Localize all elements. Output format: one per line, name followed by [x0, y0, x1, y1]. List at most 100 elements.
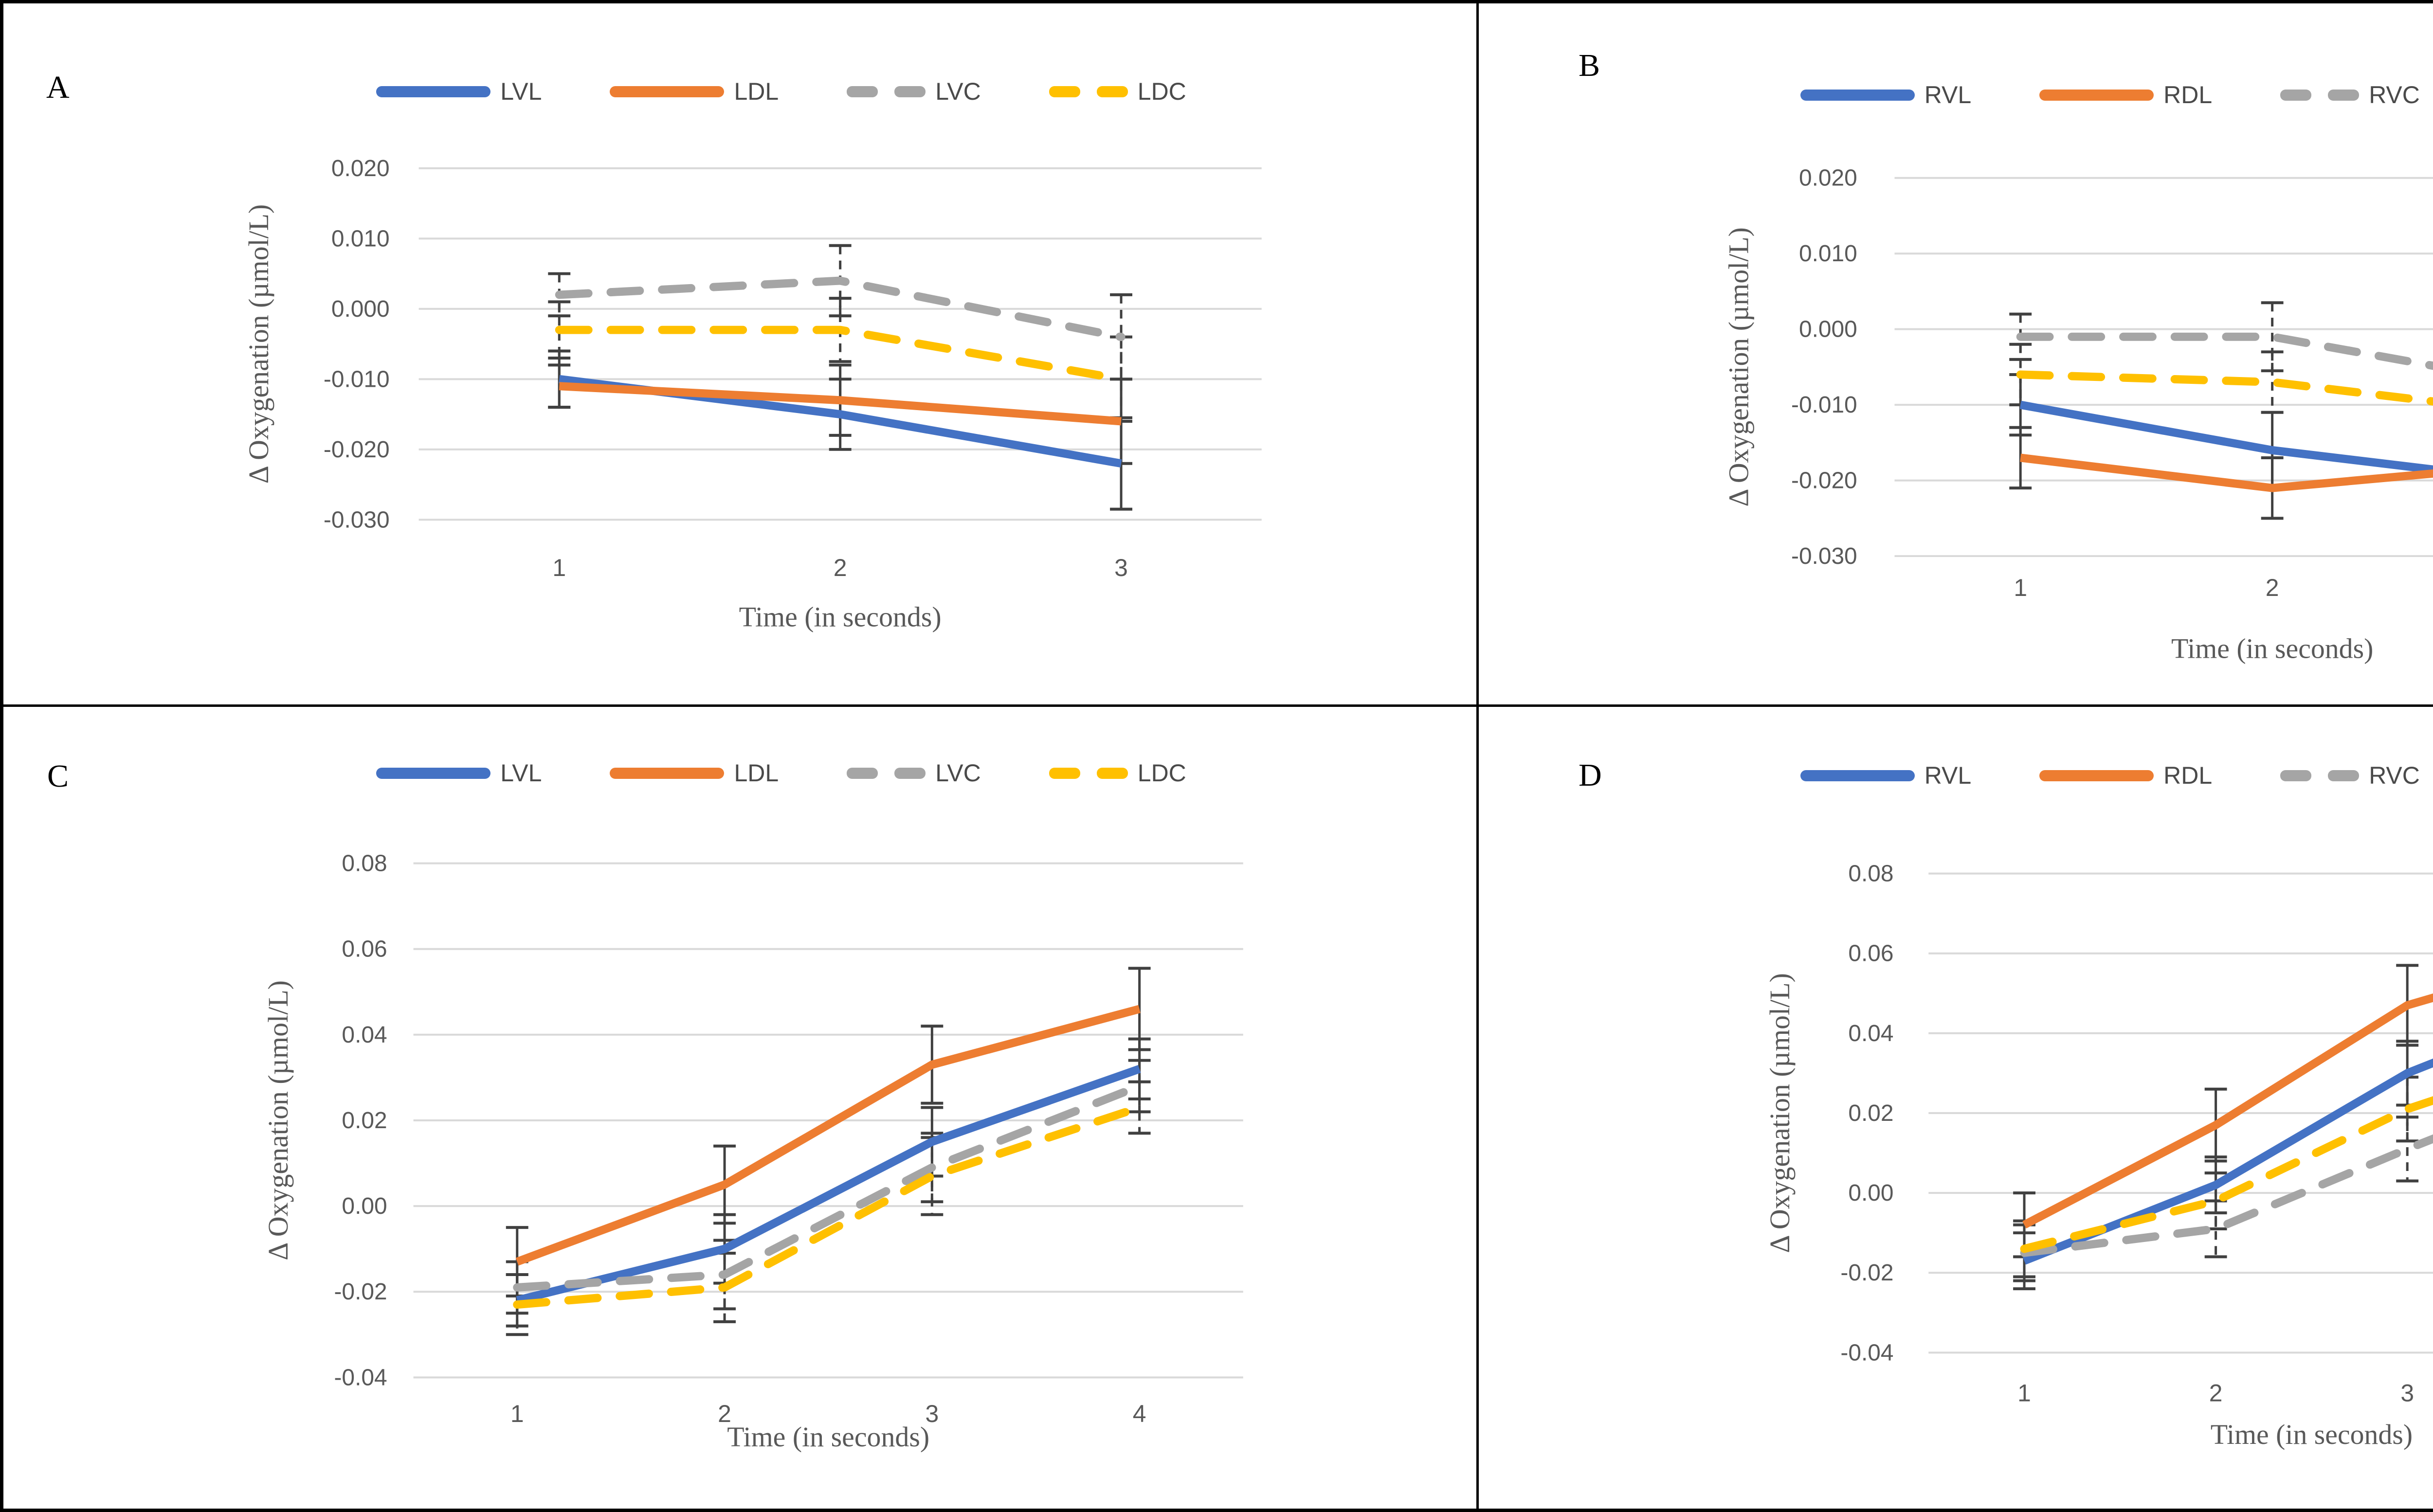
- legend-item-RVL: RVL: [1800, 81, 1971, 109]
- series-line-LVC: [555, 276, 1126, 342]
- legend-label: RDL: [2163, 81, 2213, 108]
- y-tick-label: 0.010: [331, 226, 390, 252]
- error-bars: [2013, 964, 2419, 1291]
- gridlines: [1928, 872, 2433, 1354]
- series-line-RDC: [2020, 1096, 2433, 1253]
- series-line-LVC: [513, 1082, 1144, 1292]
- series-line-LDC: [555, 325, 1126, 383]
- legend-label: RVL: [1924, 762, 1972, 789]
- panel-B: B RVLRDLRVCRDC0.0200.0100.000-0.010-0.02…: [1479, 3, 2433, 707]
- legend-item-RVC: RVC: [2280, 81, 2420, 109]
- legend-item-LDC: LDC: [1049, 77, 1186, 106]
- solid-line-swatch-icon: [376, 86, 491, 97]
- solid-line-swatch-icon: [2039, 89, 2154, 101]
- error-bars: [548, 244, 1133, 511]
- chart-svg-B: 0.0200.0100.000-0.010-0.020-0.030123Time…: [1723, 165, 2433, 664]
- panel-A: A LVL LDL LVC LDC 0.020 0.010 0.000 -0.010 -0.02…: [3, 3, 1479, 707]
- panel-letter-A: A: [46, 70, 70, 105]
- y-axis-tick-labels: 0.08 0.06 0.04 0.02 0.00 -0.02 -0.04: [1840, 861, 1893, 1366]
- legend-item-RVC: RVC: [2280, 761, 2420, 790]
- y-axis-title: Δ Oxygenation (µmol/L): [1764, 973, 1796, 1253]
- legend-item-RDL: RDL: [2039, 761, 2212, 790]
- dashed-line-swatch-icon: [847, 86, 926, 97]
- panel-letter-C: C: [47, 758, 69, 794]
- series-line-LDC: [513, 1103, 1144, 1309]
- legend-item-LDC: LDC: [1049, 759, 1186, 787]
- y-axis-title: Δ Oxygenation (µmol/L): [262, 980, 294, 1260]
- y-tick-label: 0.02: [342, 1108, 387, 1134]
- legend-label: RVC: [2369, 81, 2420, 108]
- solid-line-swatch-icon: [610, 767, 725, 779]
- solid-line-swatch-icon: [376, 767, 491, 779]
- x-tick-label: 1: [510, 1400, 524, 1427]
- x-axis-title: Time (in seconds): [739, 601, 942, 633]
- legend-label: RVC: [2369, 762, 2420, 789]
- x-tick-label: 3: [2400, 1379, 2414, 1406]
- x-axis-title: Time (in seconds): [2211, 1419, 2413, 1450]
- solid-line-swatch-icon: [1800, 89, 1915, 101]
- x-tick-label: 1: [2014, 574, 2027, 601]
- y-tick-label: 0.06: [1848, 941, 1893, 967]
- x-axis-tick-labels: 123: [2014, 574, 2279, 601]
- legend-item-LVL: LVL: [376, 759, 542, 787]
- panel-C: C LVL LDL LVC LDC 0.08 0.06 0.04 0.02 0.00 -0.02 -…: [3, 707, 1479, 1509]
- x-tick-label: 1: [2017, 1379, 2031, 1406]
- y-axis-tick-labels: 0.020 0.010 0.000 -0.010 -0.020 -0.030: [1791, 165, 1857, 569]
- x-tick-label: 2: [834, 554, 847, 581]
- y-tick-label: 0.04: [1848, 1021, 1893, 1046]
- y-axis-title: Δ Oxygenation (µmol/L): [1723, 227, 1754, 506]
- y-tick-label: 0.06: [342, 936, 387, 962]
- series-line-LDL: [515, 1005, 1141, 1266]
- y-tick-label: 0.000: [331, 296, 390, 322]
- y-axis-tick-labels: 0.08 0.06 0.04 0.02 0.00 -0.02 -0.04: [334, 851, 387, 1391]
- legend-item-RVL: RVL: [1800, 761, 1971, 790]
- y-tick-label: 0.08: [1848, 861, 1893, 887]
- series-line-RVL: [2022, 1058, 2433, 1265]
- panel-D: D RVLRDLRVCRDC0.080.060.040.020.00-0.02-…: [1479, 707, 2433, 1509]
- x-tick-label: 2: [2266, 574, 2279, 601]
- series-line-LVL: [516, 1065, 1141, 1305]
- dashed-line-swatch-icon: [1049, 86, 1128, 97]
- legend-label: RVL: [1924, 81, 1972, 108]
- series-line-LDL: [559, 382, 1122, 426]
- x-tick-label: 3: [1114, 554, 1128, 581]
- series-line-RDL: [2022, 993, 2433, 1229]
- legend-label: RDL: [2163, 762, 2213, 789]
- y-tick-label: 0.04: [342, 1022, 387, 1048]
- y-tick-label: 0.00: [1848, 1180, 1893, 1206]
- legend-A: LVL LDL LVC LDC: [86, 77, 1476, 106]
- y-tick-label: 0.010: [1799, 241, 1857, 267]
- dashed-line-swatch-icon: [1049, 767, 1128, 779]
- y-tick-label: 0.020: [331, 156, 390, 181]
- y-tick-label: -0.010: [1791, 392, 1857, 418]
- legend-item-LDL: LDL: [610, 759, 779, 787]
- y-axis-tick-labels: 0.020 0.010 0.000 -0.010 -0.020 -0.030: [324, 156, 390, 533]
- panel-letter-D: D: [1579, 757, 1602, 793]
- panel-letter-B: B: [1579, 48, 1600, 83]
- dashed-line-swatch-icon: [2280, 770, 2360, 781]
- gridlines: [1894, 177, 2433, 558]
- y-tick-label: -0.04: [334, 1365, 387, 1390]
- chart-svg-C: 0.08 0.06 0.04 0.02 0.00 -0.02 -0.04 1 2 3 4 Time (…: [262, 851, 1243, 1453]
- y-tick-label: -0.02: [1840, 1260, 1893, 1286]
- y-tick-label: -0.030: [1791, 543, 1857, 569]
- legend-label: LVL: [500, 78, 542, 105]
- y-tick-label: -0.020: [324, 437, 390, 463]
- y-tick-label: 0.08: [342, 851, 387, 877]
- series-line-RDL: [2020, 453, 2433, 492]
- legend-label: LDL: [734, 759, 779, 787]
- x-tick-label: 4: [1133, 1400, 1146, 1427]
- chart-svg-A: 0.020 0.010 0.000 -0.010 -0.020 -0.030 1 2 3 Time…: [243, 156, 1262, 633]
- legend-item-LVC: LVC: [847, 759, 981, 787]
- y-tick-label: 0.00: [342, 1193, 387, 1219]
- y-tick-label: -0.020: [1791, 468, 1857, 494]
- series-line-RVC: [2020, 1134, 2433, 1257]
- y-tick-label: 0.02: [1848, 1100, 1893, 1126]
- y-axis-title: Δ Oxygenation (µmol/L): [243, 204, 274, 484]
- solid-line-swatch-icon: [1800, 770, 1915, 781]
- legend-label: LDC: [1137, 78, 1186, 105]
- y-tick-label: 0.020: [1799, 165, 1857, 191]
